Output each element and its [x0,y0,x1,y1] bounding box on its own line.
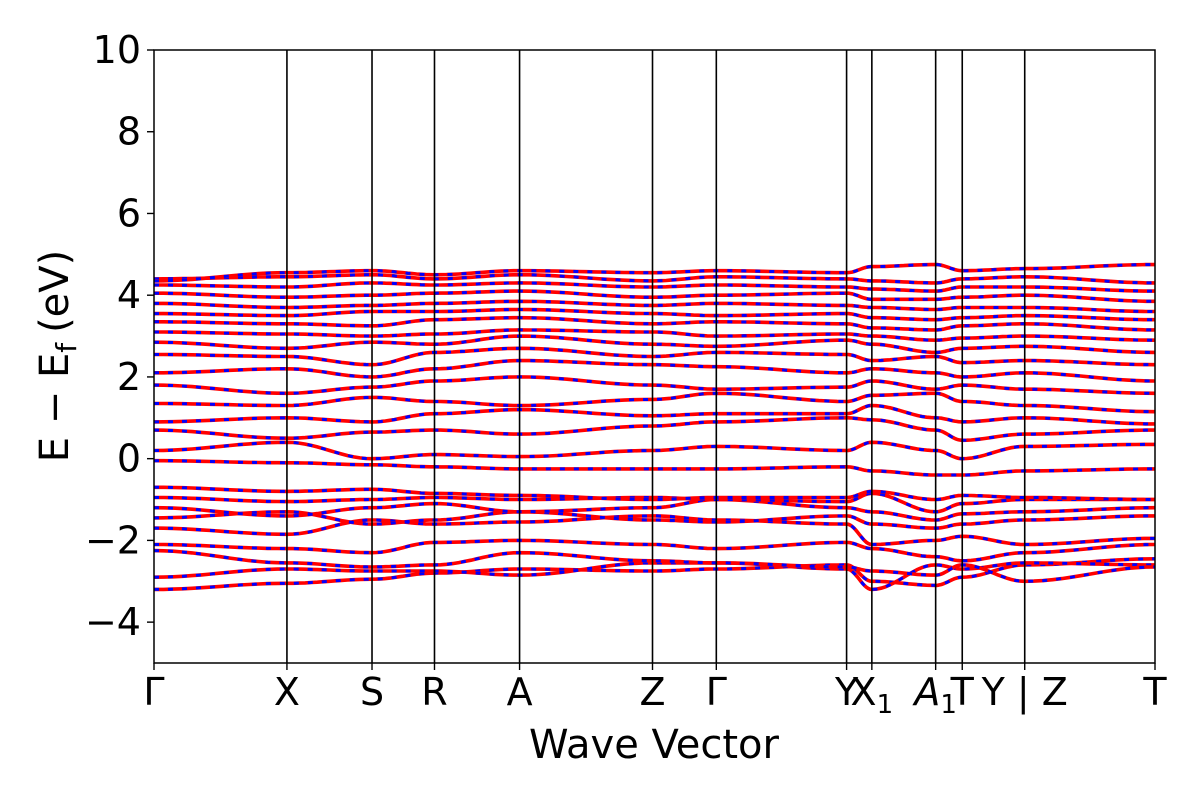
x-tick-label: Γ [706,670,727,714]
y-axis-title: E − Ef(eV) [32,250,83,463]
x-tick-label: Z [639,670,665,714]
x-tick-label: A1 [911,670,957,720]
x-tick-label: R [421,670,447,714]
y-tick-label: 6 [117,191,141,235]
plot-frame [153,49,1156,664]
y-tick-label: 2 [117,355,141,399]
y-axis: −4 −2 0 2 4 6 8 10 [85,28,154,644]
y-tick-label: 8 [117,110,141,154]
high-symmetry-lines [286,50,1026,663]
y-tick-label: −4 [85,600,141,644]
x-tick-label: T [950,670,975,714]
x-tick-label: Y | Z [981,670,1068,715]
x-tick-label: X1 [851,670,894,720]
y-tick-label: −2 [85,518,141,562]
x-tick-label: T [1142,670,1167,714]
x-tick-label: S [360,670,384,714]
y-tick-label: 4 [117,273,141,317]
x-tick-label: Y [834,670,859,714]
x-tick-label: Γ [143,670,164,714]
y-tick-label: 10 [93,28,141,72]
y-tick-label: 0 [117,437,141,481]
x-axis-title: Wave Vector [529,722,780,768]
x-tick-label: X [274,670,300,714]
x-tick-label: A [507,670,533,714]
